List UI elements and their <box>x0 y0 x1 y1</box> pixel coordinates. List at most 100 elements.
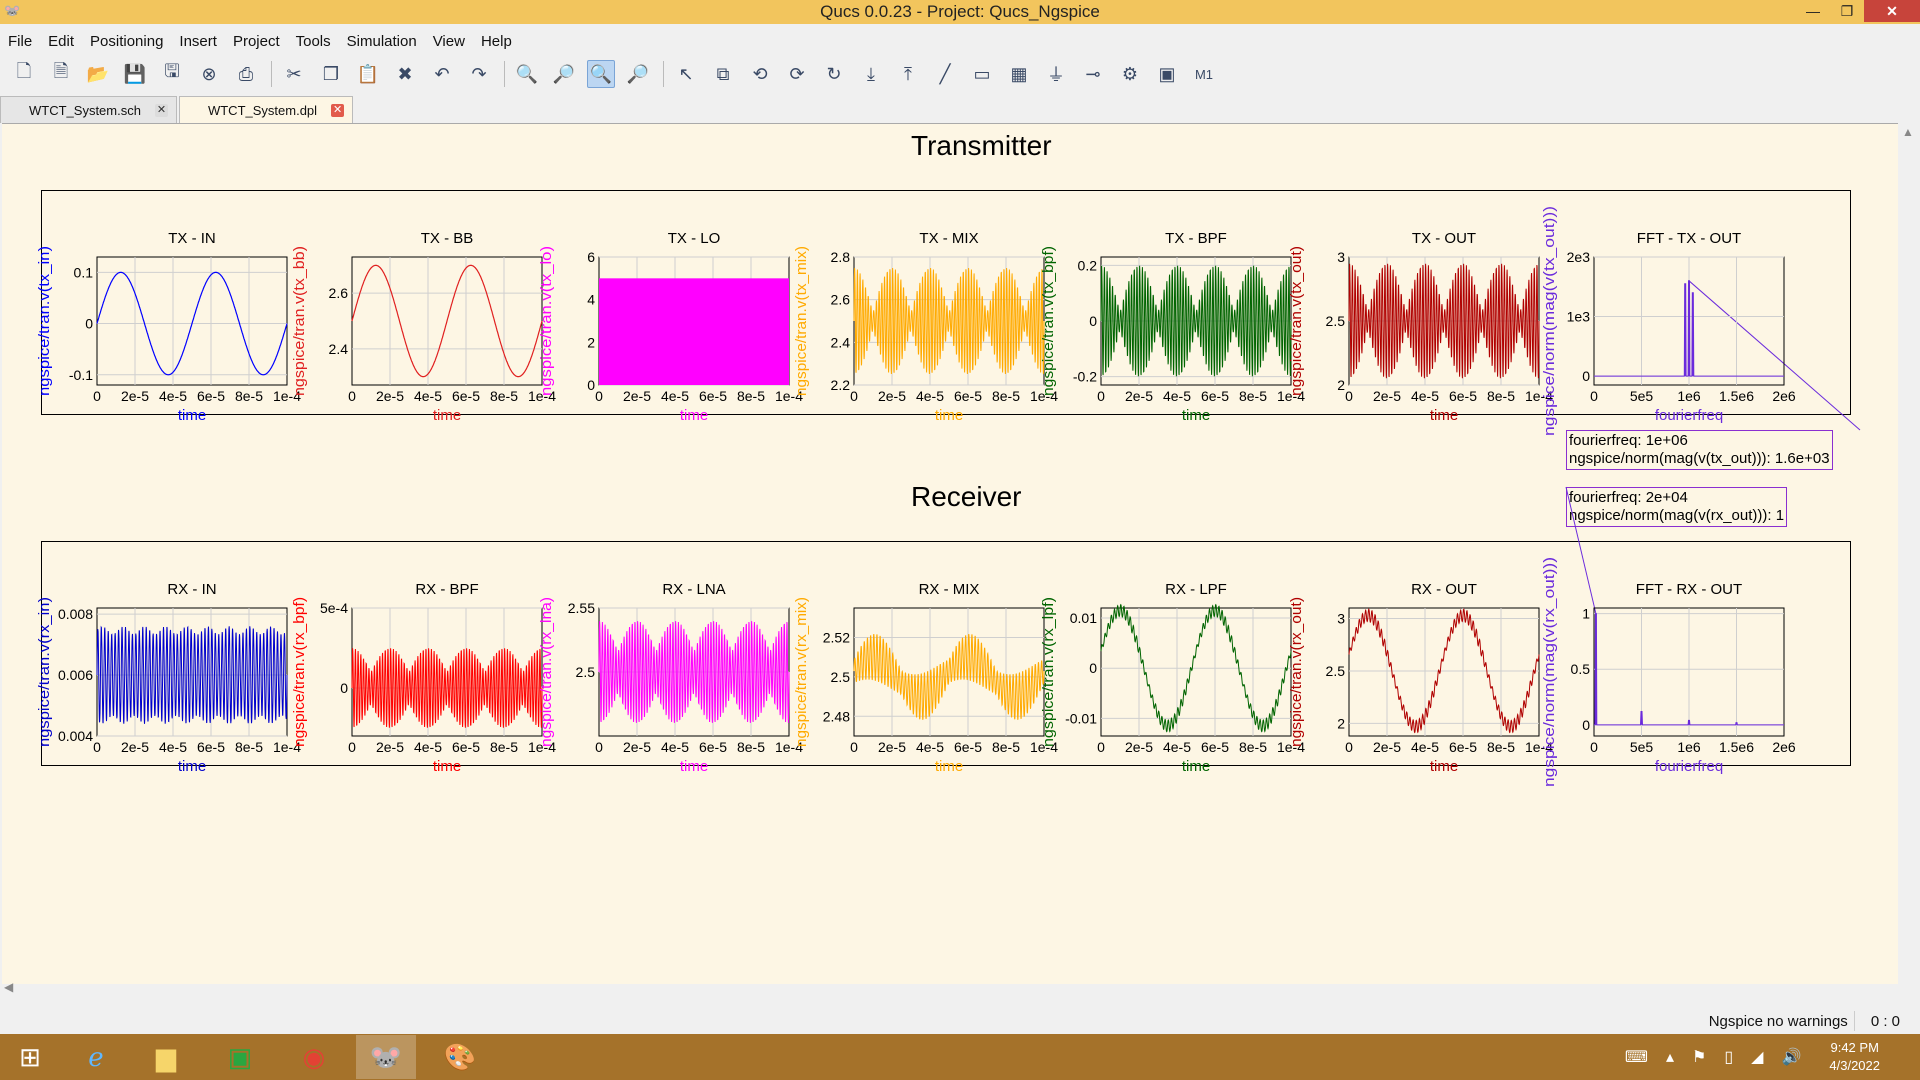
go-up-icon[interactable]: ⤒ <box>904 63 912 84</box>
tab-wtct-system-dpl[interactable]: WTCT_System.dpl ✕ <box>178 96 354 123</box>
menu-tools[interactable]: Tools <box>295 33 331 50</box>
chrome-icon[interactable]: ◉ <box>302 1041 326 1072</box>
mirror-icon[interactable]: ⧉ <box>716 63 730 84</box>
windows-start-icon[interactable]: ⊞ <box>19 1041 41 1072</box>
display-canvas[interactable]: Transmitter Receiver fourierfreq: 1e+06 … <box>2 123 1898 984</box>
chart-tx-out[interactable]: TX - OUT 0 2e-5 4e-5 6e-5 8e-5 1e-4 2 2.5 3 time ng… <box>1284 191 1553 431</box>
x-tick-label: 4e-5 <box>916 388 944 404</box>
paint-icon[interactable]: 🎨 <box>443 1041 477 1072</box>
ground-icon[interactable]: ⏚ <box>1047 65 1065 85</box>
close-button[interactable]: ✕ <box>1864 0 1920 22</box>
tab-close-icon[interactable]: ✕ <box>331 103 345 117</box>
x-tick-label: 1e-4 <box>1030 739 1058 755</box>
chart-title: RX - LPF <box>1165 581 1227 598</box>
chart-tx-in[interactable]: TX - IN 0 2e-5 4e-5 6e-5 8e-5 1e-4 -0.1 0 0.1 time… <box>32 191 301 431</box>
cut-icon[interactable]: ✂ <box>286 63 302 84</box>
qucs-taskbar-icon[interactable]: 🐭 <box>356 1035 416 1079</box>
x-tick-label: 6e-5 <box>452 388 480 404</box>
paste-icon[interactable]: 📋 <box>356 63 380 84</box>
port-icon[interactable]: ⊸ <box>1085 63 1101 84</box>
network-icon[interactable]: ◢ <box>1751 1049 1764 1066</box>
x-tick-label: 4e-5 <box>159 739 187 755</box>
chart-rx-bpf[interactable]: RX - BPF 0 2e-5 4e-5 6e-5 8e-5 1e-4 0 5e-4 time ng… <box>287 542 556 782</box>
open-icon[interactable]: 📂 <box>86 63 110 84</box>
menu-view[interactable]: View <box>432 33 465 50</box>
x-axis-label: time <box>433 758 461 775</box>
signal-trace <box>1348 263 1540 379</box>
new-text-icon[interactable]: 🗎 <box>53 61 69 81</box>
save-all-icon[interactable]: 🖫 <box>164 61 180 81</box>
tx-marker-tooltip[interactable]: fourierfreq: 1e+06 ngspice/norm(mag(v(tx… <box>1566 430 1833 470</box>
store-icon[interactable]: ▣ <box>227 1041 253 1072</box>
undo-icon[interactable]: ↶ <box>434 63 450 84</box>
chart-rx-in[interactable]: RX - IN 0 2e-5 4e-5 6e-5 8e-5 1e-4 0.004 0.006 0.… <box>32 542 301 782</box>
menu-file[interactable]: File <box>8 33 33 50</box>
file-explorer-icon[interactable]: ▆ <box>156 1041 176 1072</box>
equation-icon[interactable]: ▦ <box>1010 63 1028 84</box>
chart-rx-lna[interactable]: RX - LNA 0 2e-5 4e-5 6e-5 8e-5 1e-4 2.5 2.55 time… <box>534 542 803 782</box>
zoom-out-icon[interactable]: 🔎 <box>626 63 650 84</box>
horizontal-scrollbar[interactable]: ◀ <box>4 980 1904 996</box>
chart-tx-lo[interactable]: TX - LO 0 2e-5 4e-5 6e-5 8e-5 1e-4 0 2 4 6 time ngsp… <box>534 191 803 431</box>
wire-icon[interactable]: ╱ <box>939 63 951 84</box>
simulate-icon[interactable]: ⚙ <box>1121 63 1139 84</box>
menu-edit[interactable]: Edit <box>48 33 75 50</box>
chart-rx-mix[interactable]: RX - MIX 0 2e-5 4e-5 6e-5 8e-5 1e-4 2.48 2.5 2.52… <box>789 542 1058 782</box>
signal-trace <box>351 648 543 728</box>
close-document-icon[interactable]: ⊗ <box>201 63 217 84</box>
save-icon[interactable]: 💾 <box>123 63 147 84</box>
qucs-app-icon[interactable]: 🐭 <box>4 3 21 18</box>
menu-project[interactable]: Project <box>232 33 280 50</box>
marker-icon[interactable]: M1 <box>1194 66 1214 82</box>
battery-icon[interactable]: ▯ <box>1724 1049 1734 1066</box>
redo-icon[interactable]: ↷ <box>471 63 487 84</box>
select-icon[interactable]: ↖ <box>678 63 694 84</box>
delete-icon[interactable]: ✖ <box>397 63 413 84</box>
chart-tx-bb[interactable]: TX - BB 0 2e-5 4e-5 6e-5 8e-5 1e-4 2.4 2.6 time ng… <box>287 191 556 431</box>
zoom-in-icon[interactable]: 🔎 <box>552 63 576 84</box>
chart-fft-tx-out[interactable]: FFT - TX - OUT 0 5e5 1e6 1.5e6 2e6 0 1e3 2e3 four… <box>1529 191 1796 436</box>
name-label-icon[interactable]: ▭ <box>973 63 991 84</box>
chart-rx-out[interactable]: RX - OUT 0 2e-5 4e-5 6e-5 8e-5 1e-4 2 2.5 3 time ng… <box>1284 542 1553 782</box>
new-document-icon[interactable]: 🗋 <box>16 61 32 81</box>
print-icon[interactable]: ⎙ <box>238 63 254 84</box>
chart-rx-lpf[interactable]: RX - LPF 0 2e-5 4e-5 6e-5 8e-5 1e-4 -0.01 0 0.01 t… <box>1036 542 1305 782</box>
go-into-icon[interactable]: ⤓ <box>867 63 875 84</box>
clock[interactable]: 9:42 PM 4/3/2022 <box>1829 1039 1880 1075</box>
chart-svg: RX - MIX 0 2e-5 4e-5 6e-5 8e-5 1e-4 2.48 2.5 2.52… <box>793 581 1058 775</box>
menu-simulation[interactable]: Simulation <box>346 33 417 50</box>
tab-close-icon[interactable]: ✕ <box>154 103 168 117</box>
x-tick-label: 1e-4 <box>1277 388 1305 404</box>
zoom-selection-icon[interactable]: 🔍 <box>587 60 615 88</box>
x-tick-label: 1e-4 <box>775 739 803 755</box>
tab-wtct-system-sch[interactable]: WTCT_System.sch ✕ <box>0 96 177 123</box>
action-center-icon[interactable]: ⚑ <box>1692 1049 1707 1066</box>
rotate-icon[interactable]: ⟲ <box>752 63 768 84</box>
tray-expand-icon[interactable]: ▴ <box>1665 1049 1674 1066</box>
vertical-scrollbar[interactable]: ▲ <box>1900 125 1916 985</box>
clock-date: 4/3/2022 <box>1829 1058 1880 1073</box>
scroll-up-arrow[interactable]: ▲ <box>1902 125 1914 139</box>
menu-positioning[interactable]: Positioning <box>90 33 164 50</box>
copy-icon[interactable]: ❐ <box>322 63 340 84</box>
keyboard-icon[interactable]: ⌨ <box>1624 1049 1648 1066</box>
zoom-fit-icon[interactable]: 🔍 <box>515 63 539 84</box>
minimize-button[interactable]: — <box>1806 3 1820 19</box>
maximize-button[interactable]: ❐ <box>1840 2 1854 19</box>
chart-fft-rx-out[interactable]: FFT - RX - OUT 0 5e5 1e6 1.5e6 2e6 0 0.5 1 fourie… <box>1529 542 1796 787</box>
menu-insert[interactable]: Insert <box>179 33 217 50</box>
chart-tx-bpf[interactable]: TX - BPF 0 2e-5 4e-5 6e-5 8e-5 1e-4 -0.2 0 0.2 tim… <box>1036 191 1305 431</box>
chart-tx-mix[interactable]: TX - MIX 0 2e-5 4e-5 6e-5 8e-5 1e-4 2.2 2.4 2.6 2.… <box>789 191 1058 431</box>
menu-help[interactable]: Help <box>480 33 512 50</box>
x-tick-label: 2e-5 <box>1125 739 1153 755</box>
signal-trace <box>1100 603 1292 733</box>
taskbar: ⊞ ℯ ▆ ▣ ◉ 🐭 🎨 ⌨ ▴ ⚑ ▯ ◢ 🔊 9:42 PM 4/3/20… <box>0 1034 1920 1080</box>
activate-icon[interactable]: ⟳ <box>789 63 805 84</box>
volume-icon[interactable]: 🔊 <box>1781 1049 1802 1066</box>
rotate-cw-icon[interactable]: ↻ <box>826 63 842 84</box>
internet-explorer-icon[interactable]: ℯ <box>88 1041 104 1072</box>
rx-marker-tooltip[interactable]: fourierfreq: 2e+04 ngspice/norm(mag(v(rx… <box>1566 487 1788 527</box>
view-data-icon[interactable]: ▣ <box>1158 63 1176 84</box>
scroll-left-arrow[interactable]: ◀ <box>4 980 14 994</box>
